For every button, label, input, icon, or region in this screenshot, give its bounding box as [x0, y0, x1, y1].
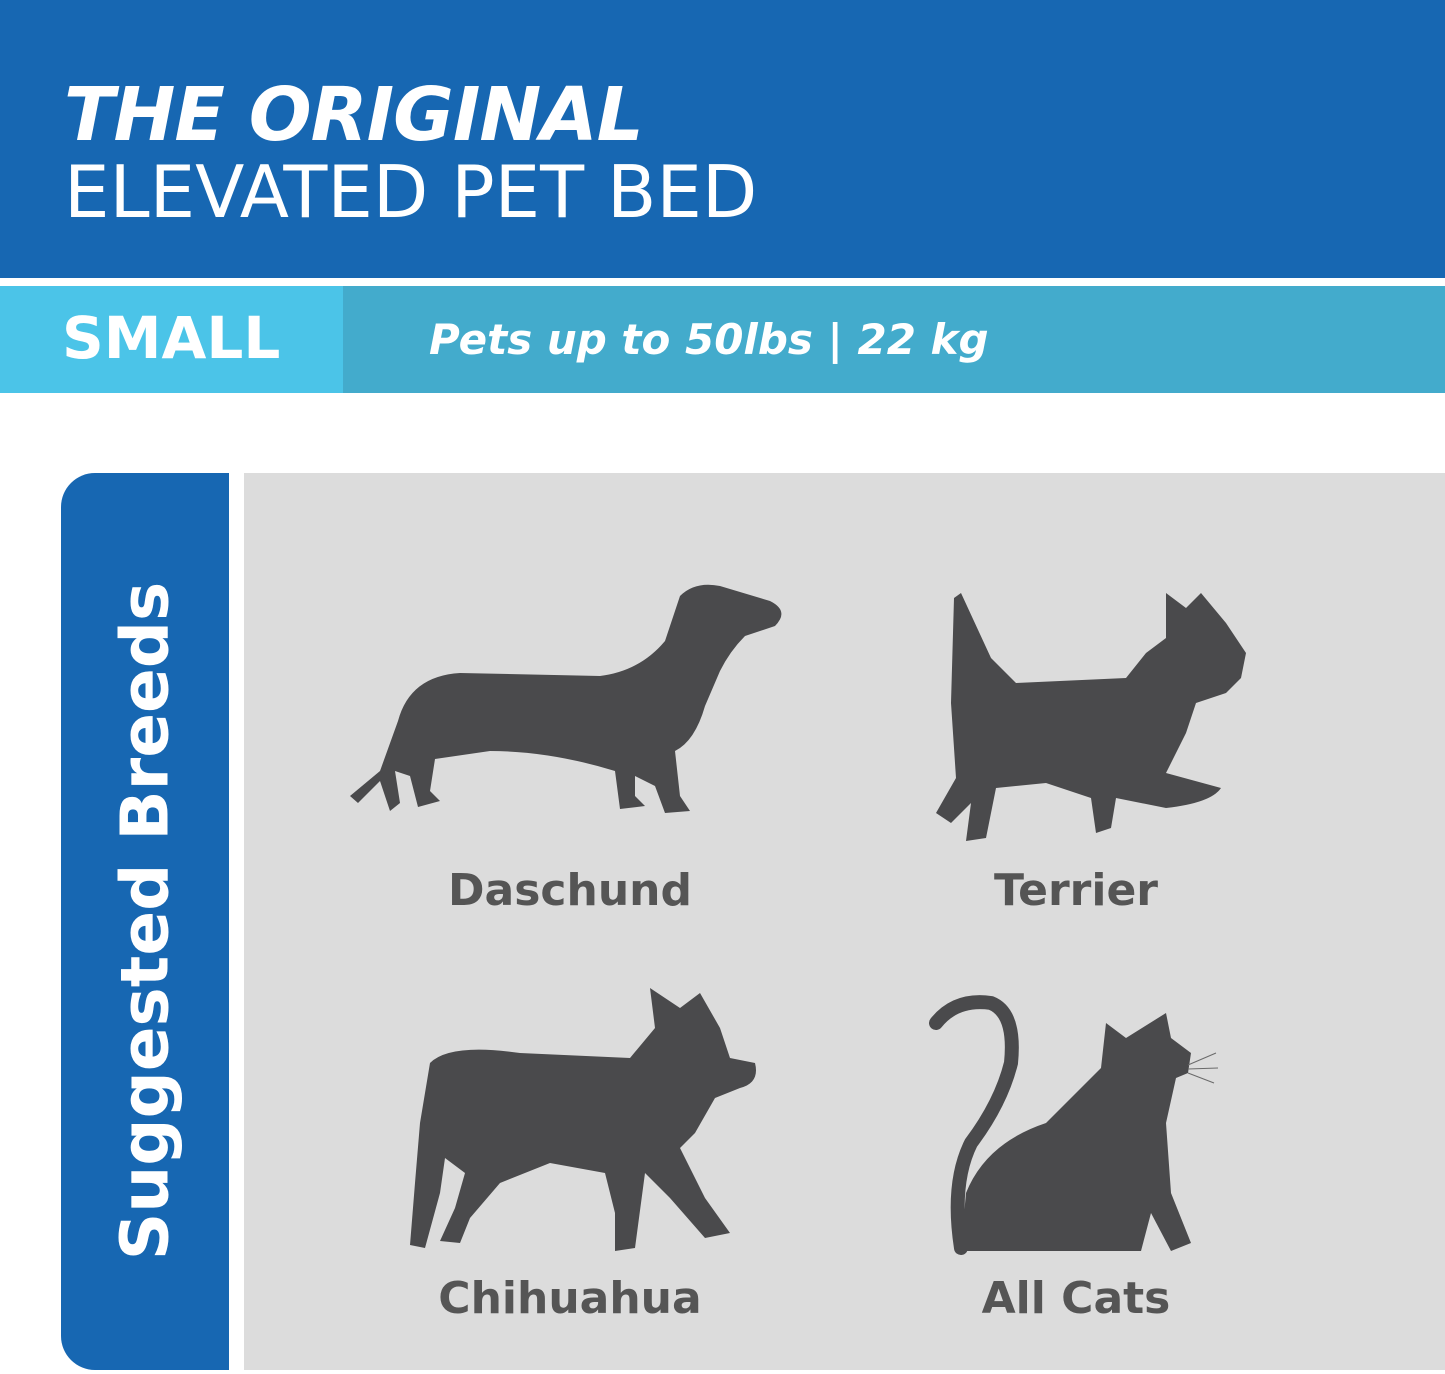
size-band: SMALL [0, 286, 343, 393]
suggested-breeds-sidebar: Suggested Breeds [61, 473, 229, 1370]
breed-terrier [826, 583, 1326, 843]
header-banner: THE ORIGINAL ELEVATED PET BED [0, 0, 1445, 278]
title-line-2: ELEVATED PET BED [64, 150, 758, 234]
breed-label: Chihuahua [438, 1273, 702, 1324]
capacity-band: Pets up to 50lbs | 22 kg [343, 286, 1445, 393]
capacity-label: Pets up to 50lbs | 22 kg [429, 315, 989, 364]
chihuahua-silhouette-icon [410, 988, 756, 1251]
sidebar-label: Suggested Breeds [106, 581, 184, 1261]
breed-cat [826, 993, 1326, 1258]
size-label: SMALL [62, 304, 281, 372]
breed-dachshund [320, 581, 820, 826]
breed-label: Daschund [448, 865, 692, 916]
breed-chihuahua [320, 983, 820, 1258]
breed-label: All Cats [981, 1273, 1171, 1324]
terrier-silhouette-icon [936, 593, 1246, 841]
title-line-1: THE ORIGINAL [64, 72, 644, 158]
dachshund-silhouette-icon [350, 584, 782, 813]
cat-silhouette-icon [929, 995, 1219, 1255]
breeds-panel: Daschund Terrier Chihuahua All Cats [244, 473, 1445, 1370]
breed-label: Terrier [993, 865, 1159, 916]
